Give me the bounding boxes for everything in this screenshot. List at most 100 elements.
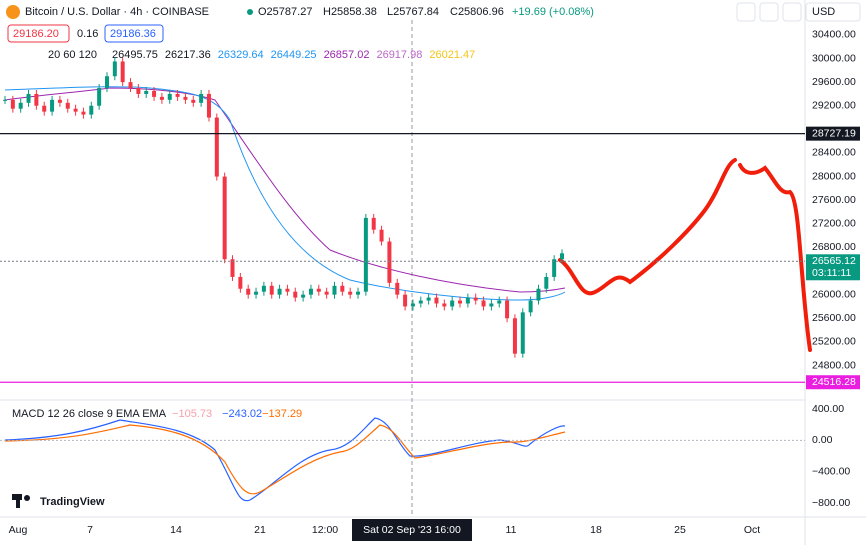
- time-label: 11: [506, 524, 517, 536]
- candle-body: [418, 300, 423, 304]
- crosshair-tag: [352, 519, 472, 541]
- candle-body: [97, 88, 102, 106]
- ma-line-2: [4, 86, 566, 301]
- ma-value: 26021.47: [429, 49, 475, 61]
- candle-body: [238, 276, 243, 289]
- ohlc-low: L25767.84: [387, 6, 439, 18]
- candle-body: [410, 303, 415, 307]
- ma-value: 26917.98: [376, 49, 422, 61]
- candle-body: [34, 93, 39, 106]
- candle-body: [144, 90, 149, 94]
- macd-signal: −137.29: [262, 408, 302, 420]
- candle-body: [528, 300, 533, 313]
- symbol: Bitcoin / U.S. Dollar · 4h · COINBASE: [25, 6, 209, 18]
- candle-body: [128, 82, 133, 89]
- level-tag: [806, 375, 860, 390]
- candle-body: [340, 285, 345, 292]
- candle-body: [520, 312, 525, 354]
- candle-body: [152, 90, 157, 97]
- candle-body: [199, 93, 204, 103]
- candle-body: [112, 61, 117, 77]
- candle-body: [552, 259, 557, 277]
- price-tick-label: 29600.00: [812, 76, 856, 88]
- macd-tick-label: −400.00: [812, 465, 850, 477]
- candle-body: [442, 303, 447, 307]
- candle-body: [293, 291, 298, 298]
- brand-logo: [12, 494, 30, 508]
- candle-body: [104, 76, 109, 89]
- price-tick-label: 26000.00: [812, 288, 856, 300]
- candle-body: [316, 288, 321, 292]
- price-tick-label: 25200.00: [812, 336, 856, 348]
- candle-body: [26, 93, 31, 103]
- ma-value: 26329.64: [218, 49, 264, 61]
- ohlc-open: O25787.27: [258, 6, 312, 18]
- ohlc-change: +19.69 (+0.08%): [512, 6, 594, 18]
- price-tick-label: 27600.00: [812, 194, 856, 206]
- candle-body: [481, 300, 486, 307]
- ma-value: 26857.02: [324, 49, 370, 61]
- candle-body: [371, 217, 376, 230]
- buy-button[interactable]: [104, 24, 164, 43]
- time-label: 7: [87, 524, 93, 536]
- candle-body: [89, 105, 94, 115]
- candle-body: [175, 93, 180, 97]
- ma-line: [4, 87, 566, 293]
- ohlc-close: C25806.96: [450, 6, 504, 18]
- candle-body: [261, 285, 266, 292]
- candle-body: [348, 291, 353, 295]
- ma-value: 26449.25: [271, 49, 317, 61]
- candle-body: [363, 217, 368, 292]
- ma-value: 26217.36: [165, 49, 211, 61]
- btn-max[interactable]: [759, 2, 779, 22]
- sell-button[interactable]: [7, 24, 70, 43]
- candle-body: [206, 93, 211, 118]
- candle-body: [332, 285, 337, 295]
- candle-body: [230, 259, 235, 277]
- candle-body: [183, 96, 188, 100]
- candle-body: [214, 117, 219, 177]
- candle-body: [269, 285, 274, 295]
- macd-tick-label: 400.00: [812, 403, 844, 415]
- btn-down[interactable]: [736, 2, 756, 22]
- level-tag: [806, 126, 860, 141]
- sell-price: 29186.20: [13, 28, 59, 40]
- price-tick-label: 28400.00: [812, 147, 856, 159]
- candle-body: [73, 108, 78, 112]
- buy-price: 29186.36: [110, 28, 156, 40]
- candle-body: [159, 96, 164, 100]
- level-label: 28727.19: [812, 127, 856, 139]
- countdown: 03:11:11: [812, 267, 851, 279]
- candle-body: [308, 288, 313, 295]
- signal-line: [4, 424, 566, 495]
- candle-body: [434, 297, 439, 304]
- candle-body: [560, 253, 564, 260]
- candle-body: [191, 99, 196, 103]
- price-tick-label: 26800.00: [812, 241, 856, 253]
- ma-value: 26495.75: [112, 49, 158, 61]
- time-label: 25: [674, 524, 686, 536]
- price-tick-label: 25600.00: [812, 312, 856, 324]
- btn-window[interactable]: [782, 2, 802, 22]
- candle-body: [465, 297, 470, 304]
- candle-body: [285, 288, 290, 292]
- currency-select[interactable]: [805, 2, 861, 22]
- price-tick-label: 30400.00: [812, 29, 856, 41]
- time-label: 14: [170, 524, 182, 536]
- candle-body: [536, 288, 541, 301]
- time-label: Oct: [744, 524, 760, 536]
- candle-body: [301, 294, 306, 298]
- candle-body: [426, 297, 431, 301]
- candle-body: [324, 291, 329, 295]
- candle-body: [473, 297, 478, 301]
- candle-body: [512, 318, 517, 354]
- btc-icon: [6, 5, 20, 19]
- candle-body: [489, 303, 494, 307]
- time-label: 21: [254, 524, 266, 536]
- candle-body: [544, 276, 549, 289]
- candle-body: [387, 241, 392, 283]
- candle-body: [379, 229, 384, 242]
- candle-body: [3, 99, 7, 101]
- last-tag: [806, 254, 860, 281]
- candle-body: [50, 99, 55, 112]
